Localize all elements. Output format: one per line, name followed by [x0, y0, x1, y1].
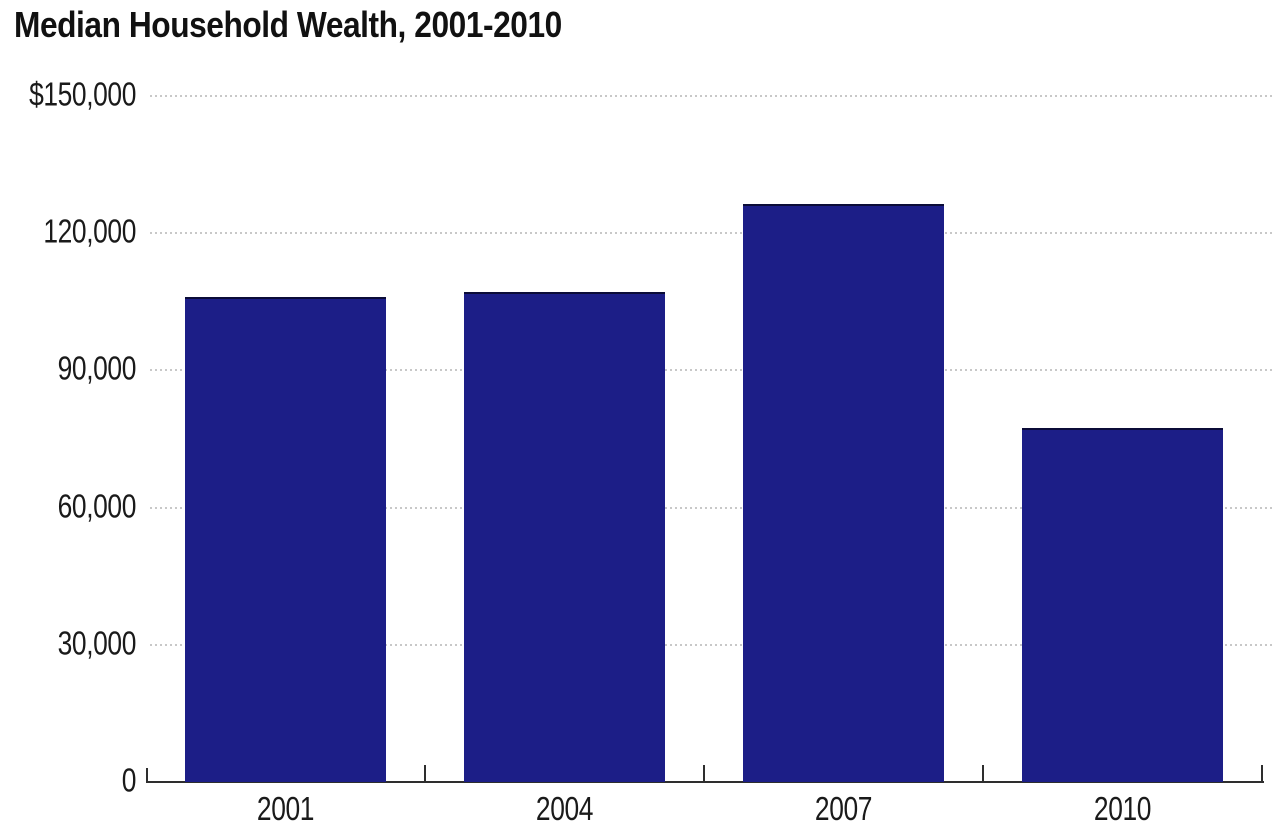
y-axis-label-150000: $150,000: [29, 75, 137, 113]
x-axis-tick-4: [1261, 765, 1263, 782]
bar-2004: [464, 291, 665, 782]
bar-2001: [185, 296, 386, 782]
x-axis-tick-2: [703, 765, 705, 782]
x-axis-label-2007: 2007: [814, 790, 873, 827]
bar-2007: [743, 203, 944, 782]
y-axis-label-60000: 60,000: [57, 487, 137, 525]
gridline-90000: [150, 369, 1274, 372]
gridline-30000: [150, 643, 1274, 646]
gridline-120000: [150, 232, 1274, 235]
y-axis-label-0: 0: [121, 761, 137, 799]
bar-2010: [1022, 428, 1223, 782]
y-axis-label-90000: 90,000: [57, 349, 137, 387]
x-axis-tick-1: [424, 765, 426, 782]
y-axis-label-30000: 30,000: [57, 624, 137, 662]
x-axis-label-2001: 2001: [256, 790, 315, 827]
x-axis-start-tick: [146, 768, 148, 782]
chart-title: Median Household Wealth, 2001-2010: [14, 4, 562, 45]
x-axis-label-2010: 2010: [1093, 790, 1152, 827]
x-axis-line: [146, 781, 1264, 783]
x-axis-tick-3: [982, 765, 984, 782]
y-axis-label-120000: 120,000: [43, 212, 136, 250]
gridline-60000: [150, 506, 1274, 509]
gridline-150000: [150, 95, 1274, 97]
x-axis-label-2004: 2004: [535, 790, 594, 827]
